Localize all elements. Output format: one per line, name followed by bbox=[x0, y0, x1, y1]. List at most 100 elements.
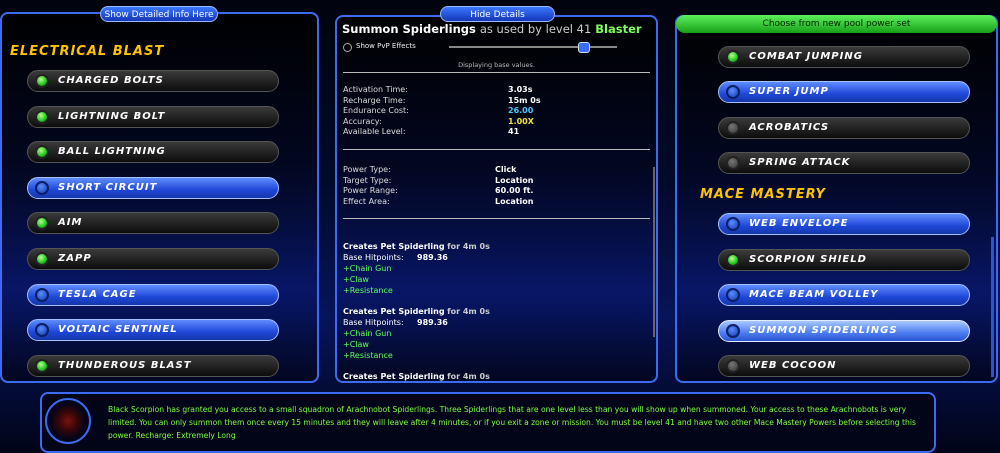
scrollbar[interactable] bbox=[991, 237, 994, 377]
power-light bbox=[35, 109, 49, 124]
show-info-tab[interactable]: Show Detailed Info Here bbox=[100, 6, 218, 22]
pool-header[interactable]: Choose from new pool power set bbox=[676, 15, 997, 33]
info-label: Power Type: bbox=[343, 165, 391, 174]
power-button[interactable]: Spring Attack bbox=[718, 152, 970, 175]
power-icon bbox=[45, 398, 91, 444]
stat-label: Accuracy: bbox=[343, 116, 382, 126]
stat-label: Available Level: bbox=[343, 127, 406, 137]
power-name: Acrobatics bbox=[749, 121, 830, 133]
power-name: Voltaic Sentinel bbox=[58, 324, 178, 336]
info-value: Location bbox=[495, 196, 534, 206]
powerset-heading: Electrical Blast bbox=[10, 44, 165, 59]
info-value: Click bbox=[495, 165, 517, 174]
power-light bbox=[35, 216, 49, 231]
used-by: as used by level 41 bbox=[479, 22, 592, 36]
stat-value: 15m 0s bbox=[508, 95, 541, 105]
description: Black Scorpion has granted you access to… bbox=[108, 405, 916, 440]
power-name: Web Cocoon bbox=[749, 360, 837, 371]
effect-line: Creates Pet Spiderling for 4m 0s bbox=[343, 307, 490, 316]
stat-value: 26.00 bbox=[508, 106, 534, 116]
power-button[interactable]: Aim bbox=[27, 212, 279, 235]
effect-duration: for 4m 0s bbox=[447, 242, 490, 251]
power-button[interactable]: Ball Lightning bbox=[27, 141, 279, 164]
power-light bbox=[35, 252, 49, 266]
effect-creates: Creates Pet Spiderling bbox=[343, 372, 445, 381]
effect-duration: for 4m 0s bbox=[447, 372, 490, 381]
archetype: Blaster bbox=[595, 22, 642, 36]
stat-label: Recharge Time: bbox=[343, 95, 406, 105]
power-name: Short Circuit bbox=[58, 181, 158, 193]
power-button[interactable]: Zapp bbox=[27, 248, 279, 270]
effect-ability: +Claw bbox=[343, 275, 369, 284]
scrollbar[interactable] bbox=[653, 167, 655, 337]
stat-label: Endurance Cost: bbox=[343, 106, 409, 116]
power-button[interactable]: Super Jump bbox=[718, 81, 970, 104]
power-button[interactable]: Web Cocoon bbox=[718, 355, 970, 377]
description-panel bbox=[40, 392, 936, 453]
pvp-label: Show PvP Effects bbox=[356, 42, 416, 50]
power-light bbox=[726, 359, 740, 373]
pvp-checkbox[interactable] bbox=[343, 43, 352, 52]
power-light bbox=[35, 323, 49, 338]
power-button[interactable]: Voltaic Sentinel bbox=[27, 319, 279, 342]
effect-line: Creates Pet Spiderling for 4m 0s bbox=[343, 372, 490, 381]
effect-ability: +Resistance bbox=[343, 286, 393, 295]
power-light bbox=[726, 120, 740, 135]
details-panel: Summon Spiderlings as used by level 41 B… bbox=[335, 15, 658, 383]
power-button[interactable]: Mace Beam Volley bbox=[718, 284, 970, 306]
effect-ability: +Resistance bbox=[343, 351, 393, 360]
power-light bbox=[726, 50, 740, 64]
details-title: Summon Spiderlings as used by level 41 B… bbox=[342, 22, 642, 36]
info-label: Power Range: bbox=[343, 186, 398, 196]
effect-ability: +Chain Gun bbox=[343, 329, 392, 338]
power-light bbox=[35, 358, 49, 373]
divider bbox=[343, 72, 650, 73]
power-button[interactable]: Tesla Cage bbox=[27, 283, 279, 306]
power-name: Charged Bolts bbox=[58, 75, 164, 86]
power-button[interactable]: Thunderous Blast bbox=[27, 354, 279, 377]
power-button[interactable]: Web Envelope bbox=[718, 213, 970, 235]
stat-value: 1.00X bbox=[508, 116, 534, 126]
power-name: Summon Spiderlings bbox=[342, 22, 476, 36]
power-name: Mace Beam Volley bbox=[749, 289, 879, 300]
power-button[interactable]: Charged Bolts bbox=[27, 70, 279, 92]
mastery-heading: Mace Mastery bbox=[700, 187, 826, 202]
slider-track[interactable] bbox=[449, 46, 617, 48]
info-value: 60.00 ft. bbox=[495, 186, 534, 196]
power-light bbox=[35, 287, 49, 302]
power-name: Zapp bbox=[58, 253, 92, 264]
power-name: Tesla Cage bbox=[58, 288, 137, 300]
stat-label: Activation Time: bbox=[343, 85, 408, 94]
power-name: Aim bbox=[58, 217, 83, 229]
power-name: Web Envelope bbox=[749, 218, 849, 229]
power-button[interactable]: Acrobatics bbox=[718, 116, 970, 139]
power-light bbox=[35, 145, 49, 160]
power-name: Super Jump bbox=[749, 86, 829, 98]
hitpoints-value: 989.36 bbox=[417, 253, 448, 262]
power-light bbox=[726, 85, 740, 100]
power-light bbox=[35, 74, 49, 88]
effect-creates: Creates Pet Spiderling bbox=[343, 307, 445, 316]
power-name: Scorpion Shield bbox=[749, 253, 867, 265]
power-light bbox=[726, 288, 740, 302]
hitpoints-label: Base Hitpoints: bbox=[343, 253, 404, 262]
effect-line: Creates Pet Spiderling for 4m 0s bbox=[343, 242, 490, 251]
hitpoints-label: Base Hitpoints: bbox=[343, 318, 404, 327]
power-button[interactable]: Lightning Bolt bbox=[27, 105, 279, 128]
hide-details-tab[interactable]: Hide Details bbox=[440, 6, 555, 22]
effect-ability: +Chain Gun bbox=[343, 264, 392, 273]
power-light bbox=[35, 180, 49, 195]
power-name: Summon Spiderlings bbox=[749, 324, 898, 336]
slider-knob[interactable] bbox=[578, 42, 590, 53]
stat-value: 41 bbox=[508, 127, 520, 137]
effect-ability: +Claw bbox=[343, 340, 369, 349]
power-name: Thunderous Blast bbox=[58, 359, 192, 371]
power-name: Lightning Bolt bbox=[58, 110, 166, 122]
power-button[interactable]: Combat Jumping bbox=[718, 46, 970, 68]
stat-value: 3.03s bbox=[508, 85, 533, 94]
power-button[interactable]: Scorpion Shield bbox=[718, 248, 970, 271]
power-button[interactable]: Summon Spiderlings bbox=[718, 319, 970, 342]
power-button[interactable]: Short Circuit bbox=[27, 176, 279, 199]
power-light bbox=[726, 323, 740, 338]
effect-duration: for 4m 0s bbox=[447, 307, 490, 316]
